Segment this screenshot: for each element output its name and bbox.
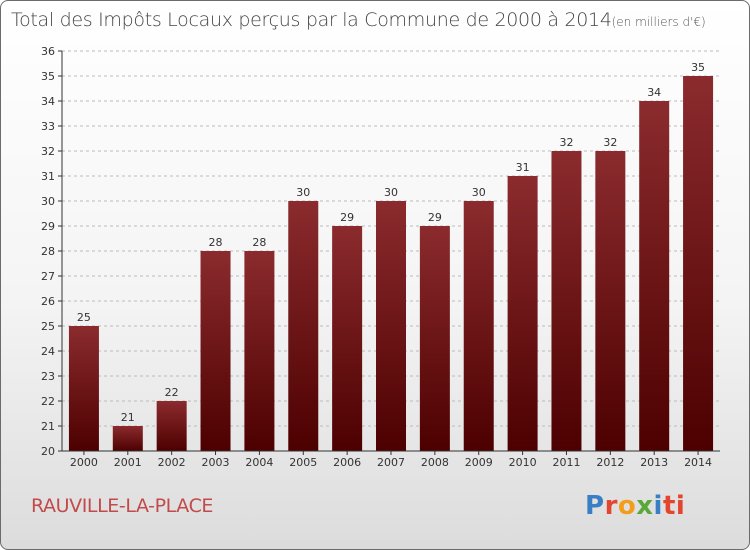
bar (376, 201, 406, 451)
title-text: Total des Impôts Locaux perçus par la Co… (11, 9, 612, 31)
bar (639, 101, 670, 451)
data-label: 35 (691, 61, 705, 74)
y-tick-label: 27 (41, 270, 55, 283)
x-tick-label: 2006 (333, 456, 361, 469)
y-tick-label: 28 (41, 245, 55, 258)
x-tick-label: 2000 (70, 456, 98, 469)
y-tick-label: 24 (41, 345, 55, 358)
bar (156, 401, 187, 451)
bar (288, 201, 319, 451)
y-tick-label: 36 (41, 45, 55, 58)
x-tick-label: 2004 (245, 456, 273, 469)
x-tick-label: 2011 (552, 456, 580, 469)
axes: 20 21 22 23 24 25 26 27 28 29 30 31 32 33 34 35 36 2000 20… (41, 45, 720, 469)
title-unit: (en milliers d'€) (611, 15, 706, 29)
y-tick-label: 33 (41, 120, 55, 133)
x-tick-label: 2007 (377, 456, 405, 469)
chart-title: Total des Impôts Locaux perçus par la Co… (11, 9, 706, 31)
y-tick-label: 25 (41, 320, 55, 333)
x-tick-label: 2005 (289, 456, 317, 469)
bar (507, 176, 538, 451)
x-tick-label: 2008 (421, 456, 449, 469)
y-tick-label: 30 (41, 195, 55, 208)
x-tick-label: 2003 (202, 456, 230, 469)
data-label: 32 (559, 136, 573, 149)
data-label: 34 (647, 86, 661, 99)
data-label: 30 (472, 186, 486, 199)
y-tick-label: 20 (41, 445, 55, 458)
bar (595, 151, 626, 451)
commune-name: RAUVILLE-LA-PLACE (31, 495, 214, 517)
y-tick-label: 32 (41, 145, 55, 158)
bar (419, 226, 450, 451)
logo-letter: ti (662, 491, 686, 521)
logo-letter: x (636, 491, 654, 521)
data-label: 22 (165, 386, 179, 399)
logo-letter: P (585, 491, 605, 521)
y-tick-label: 29 (41, 220, 55, 233)
bar (463, 201, 494, 451)
bars: 25 21 22 28 28 30 29 30 29 30 31 32 32 34 35 (68, 61, 714, 451)
y-tick-label: 31 (41, 170, 55, 183)
data-label: 30 (296, 186, 310, 199)
proxiti-logo: Proxiti (585, 491, 685, 521)
x-tick-label: 2009 (465, 456, 493, 469)
bar (200, 251, 231, 451)
data-label: 21 (121, 411, 135, 424)
data-label: 25 (77, 311, 91, 324)
data-label: 29 (340, 211, 354, 224)
x-tick-label: 2001 (114, 456, 142, 469)
bar (551, 151, 582, 451)
y-tick-label: 26 (41, 295, 55, 308)
logo-letter: i (653, 491, 663, 521)
x-tick-label: 2014 (684, 456, 712, 469)
data-label: 28 (252, 236, 266, 249)
x-tick-label: 2013 (640, 456, 668, 469)
y-tick-label: 35 (41, 70, 55, 83)
x-tick-label: 2010 (509, 456, 537, 469)
x-tick-label: 2002 (158, 456, 186, 469)
y-tick-label: 22 (41, 395, 55, 408)
bar (332, 226, 363, 451)
data-label: 28 (209, 236, 223, 249)
data-label: 32 (603, 136, 617, 149)
y-tick-label: 23 (41, 370, 55, 383)
y-tick-label: 34 (41, 95, 55, 108)
y-tick-label: 21 (41, 420, 55, 433)
bar (683, 76, 714, 451)
x-tick-label: 2012 (596, 456, 624, 469)
data-label: 31 (516, 161, 530, 174)
bar (68, 326, 99, 451)
bar (112, 426, 143, 451)
bar (244, 251, 275, 451)
logo-letter: o (617, 491, 637, 521)
logo-letter: r (604, 491, 618, 521)
data-label: 29 (428, 211, 442, 224)
data-label: 30 (384, 186, 398, 199)
